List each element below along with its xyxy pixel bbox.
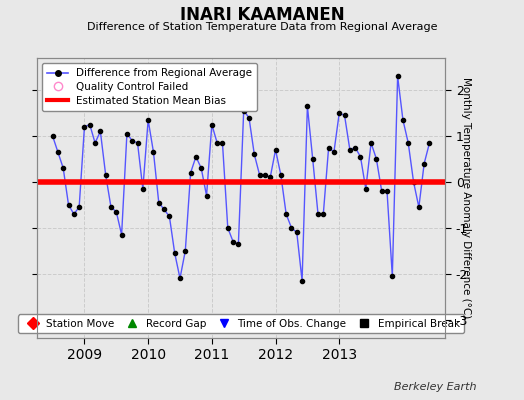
Point <box>335 110 343 116</box>
Point <box>341 112 349 118</box>
Point <box>160 206 168 213</box>
Point <box>208 121 216 128</box>
Point <box>414 204 423 210</box>
Point <box>266 174 275 180</box>
Point <box>277 172 285 178</box>
Point <box>409 179 418 185</box>
Point <box>250 151 258 158</box>
Point <box>165 213 173 220</box>
Point <box>202 192 211 199</box>
Point <box>229 238 237 245</box>
Point <box>346 147 354 153</box>
Point <box>388 273 397 279</box>
Point <box>107 204 115 210</box>
Point <box>80 124 89 130</box>
Point <box>303 103 312 109</box>
Point <box>309 156 317 162</box>
Point <box>287 225 296 231</box>
Point <box>59 165 68 171</box>
Point <box>239 108 248 114</box>
Point <box>70 211 78 217</box>
Point <box>75 204 83 210</box>
Point <box>144 117 152 123</box>
Point <box>292 229 301 236</box>
Point <box>213 140 221 146</box>
Point <box>356 154 365 160</box>
Legend: Station Move, Record Gap, Time of Obs. Change, Empirical Break: Station Move, Record Gap, Time of Obs. C… <box>18 314 464 333</box>
Point <box>245 114 253 121</box>
Point <box>91 140 99 146</box>
Text: Difference of Station Temperature Data from Regional Average: Difference of Station Temperature Data f… <box>87 22 437 32</box>
Point <box>155 199 163 206</box>
Point <box>314 211 322 217</box>
Point <box>170 250 179 256</box>
Point <box>420 160 428 167</box>
Y-axis label: Monthly Temperature Anomaly Difference (°C): Monthly Temperature Anomaly Difference (… <box>461 77 471 319</box>
Point <box>64 202 73 208</box>
Point <box>399 117 407 123</box>
Point <box>117 232 126 238</box>
Point <box>112 208 121 215</box>
Point <box>298 278 306 284</box>
Point <box>330 149 338 155</box>
Point <box>181 248 190 254</box>
Point <box>54 149 62 155</box>
Point <box>377 188 386 194</box>
Point <box>219 140 227 146</box>
Point <box>192 154 200 160</box>
Point <box>149 149 158 155</box>
Point <box>187 170 195 176</box>
Point <box>128 138 136 144</box>
Point <box>372 156 380 162</box>
Point <box>319 211 328 217</box>
Point <box>351 144 359 151</box>
Point <box>383 188 391 194</box>
Point <box>394 73 402 80</box>
Point <box>224 225 232 231</box>
Point <box>85 121 94 128</box>
Point <box>425 140 434 146</box>
Point <box>261 172 269 178</box>
Point <box>367 140 375 146</box>
Point <box>255 172 264 178</box>
Point <box>362 186 370 192</box>
Point <box>271 147 280 153</box>
Point <box>123 130 131 137</box>
Point <box>234 241 243 247</box>
Text: Berkeley Earth: Berkeley Earth <box>395 382 477 392</box>
Text: INARI KAAMANEN: INARI KAAMANEN <box>180 6 344 24</box>
Point <box>102 172 110 178</box>
Point <box>139 186 147 192</box>
Point <box>96 128 105 135</box>
Point <box>48 133 57 139</box>
Point <box>197 165 205 171</box>
Point <box>404 140 412 146</box>
Point <box>176 275 184 282</box>
Point <box>133 140 141 146</box>
Point <box>282 211 290 217</box>
Point <box>324 144 333 151</box>
